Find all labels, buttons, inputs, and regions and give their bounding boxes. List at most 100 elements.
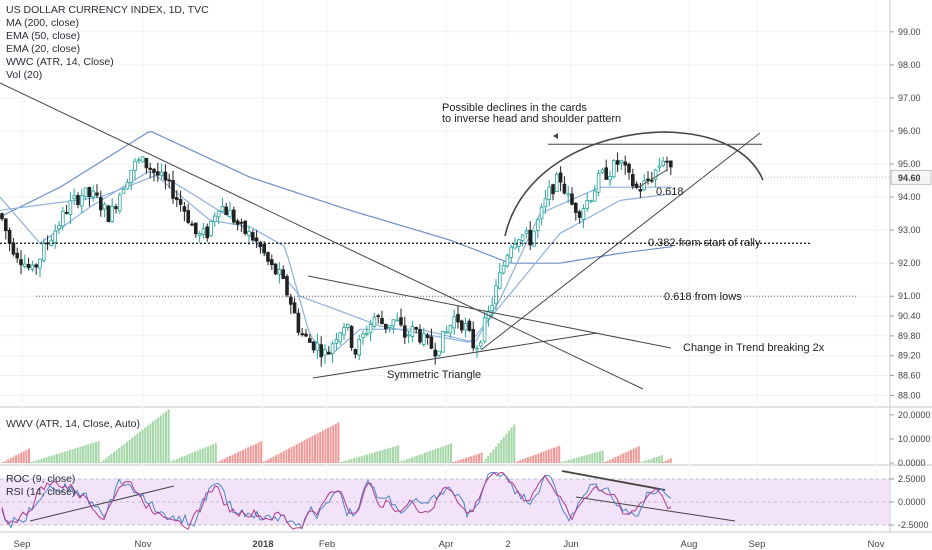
wwv-bar xyxy=(144,427,147,463)
wwv-bar xyxy=(139,431,141,463)
wwv-bar xyxy=(221,459,224,463)
wwv-bar xyxy=(514,462,516,463)
wwv-bar xyxy=(199,449,202,463)
wwv-bar xyxy=(497,443,500,463)
wwv-bar xyxy=(394,446,397,463)
legend-ema50[interactable]: EMA (50, close) xyxy=(6,30,81,42)
wwv-bar xyxy=(619,454,622,463)
wwv-bar xyxy=(379,450,381,463)
wwv-bar xyxy=(249,446,252,463)
wwv-bar xyxy=(411,457,413,463)
legend-ema20[interactable]: EMA (20, close) xyxy=(6,43,81,55)
candle-body xyxy=(296,312,301,333)
legend-ma200[interactable]: MA (200, close) xyxy=(6,17,79,29)
candle-body xyxy=(292,302,297,314)
candle-body xyxy=(653,169,658,180)
candle-body xyxy=(34,264,38,268)
annotation-trend-change: Change in Trend breaking 2x xyxy=(683,342,825,354)
wwv-bar xyxy=(368,453,371,463)
candle-body xyxy=(281,269,285,279)
wwv-bar xyxy=(630,449,632,463)
rsi-pane-label[interactable]: RSI (14, close) xyxy=(6,486,76,498)
wwv-pane-label[interactable]: WWV (ATR, 14, Close, Auto) xyxy=(6,418,141,430)
x-tick-label: Sep xyxy=(749,539,766,550)
triangle-lower-line xyxy=(312,332,598,379)
candle-body xyxy=(247,230,251,236)
wwv-bar xyxy=(645,460,648,463)
candle-body xyxy=(212,215,217,223)
candle-body xyxy=(178,198,183,205)
candle-body xyxy=(490,304,494,312)
candle-body xyxy=(125,182,130,190)
candle-body xyxy=(68,200,73,216)
legend-wwc[interactable]: WWC (ATR, 14, Close) xyxy=(6,56,114,68)
annotation-inverse-hs: to inverse head and shoulder pattern xyxy=(442,113,621,125)
wwv-bar xyxy=(397,445,400,463)
candle-body xyxy=(349,326,354,349)
wwv-bar xyxy=(260,441,263,463)
wwv-bar xyxy=(586,454,588,463)
candle-body xyxy=(395,319,399,322)
candle-body xyxy=(152,168,156,173)
candle-body xyxy=(547,186,551,200)
long-downtrend-line xyxy=(0,82,644,390)
wwv-bar xyxy=(79,446,82,463)
wwv-bar xyxy=(244,448,247,463)
candle-body xyxy=(38,258,42,269)
wwv-bar xyxy=(647,459,650,463)
wwv-bar xyxy=(167,409,170,463)
rally-trendline xyxy=(480,132,761,351)
wwv-bar xyxy=(604,462,606,463)
candle-body xyxy=(444,331,449,334)
legend-vol[interactable]: Vol (20) xyxy=(6,69,43,81)
candle-body xyxy=(406,334,411,337)
wwv-bar xyxy=(95,441,97,463)
wwv-bar xyxy=(611,458,614,463)
wwv-bar xyxy=(272,456,275,463)
wwv-bar xyxy=(45,457,48,463)
candle-body xyxy=(133,160,137,171)
candle-body xyxy=(159,171,164,176)
wwv-bar xyxy=(22,451,25,463)
wwv-bar xyxy=(662,462,664,463)
wwv-bar xyxy=(439,447,442,463)
candle-body xyxy=(577,211,582,218)
wwv-bar xyxy=(168,462,170,463)
wwv-bar xyxy=(92,442,95,463)
candle-body xyxy=(330,343,335,354)
wwv-bar xyxy=(403,460,406,463)
candle-body xyxy=(235,220,240,225)
candle-body xyxy=(425,334,430,339)
wwv-bar xyxy=(545,450,548,463)
osc-trendline-1 xyxy=(29,485,175,522)
wwv-bar xyxy=(170,461,173,463)
wwv-bar xyxy=(191,452,194,463)
candle-body xyxy=(452,316,456,329)
candle-body xyxy=(155,171,160,176)
wwv-tick-label: 20.0000 xyxy=(898,410,931,420)
candle-body xyxy=(402,325,407,338)
wwv-bar xyxy=(452,462,454,463)
wwv-bar xyxy=(282,451,285,463)
candle-body xyxy=(266,252,270,262)
candle-body xyxy=(623,161,627,166)
roc-pane-label[interactable]: ROC (9, close) xyxy=(6,473,76,485)
candle-body xyxy=(631,174,635,187)
candle-body xyxy=(11,242,16,255)
wwv-bar xyxy=(188,453,191,463)
wwv-bar xyxy=(87,444,90,463)
wwv-bar xyxy=(534,454,537,463)
candle-body xyxy=(182,206,187,212)
wwv-bar xyxy=(431,450,434,463)
wwv-bar xyxy=(376,451,379,463)
wwv-bar xyxy=(89,443,92,463)
annotation-fib-0382: 0.382 from start of rally xyxy=(648,237,761,249)
wwv-bar xyxy=(418,454,421,463)
wwv-bar xyxy=(513,424,516,463)
wwv-bar xyxy=(669,458,672,463)
candle-body xyxy=(209,221,213,237)
moving-averages xyxy=(0,131,673,355)
wwv-bar xyxy=(229,455,231,463)
wwv-bar xyxy=(627,451,630,463)
